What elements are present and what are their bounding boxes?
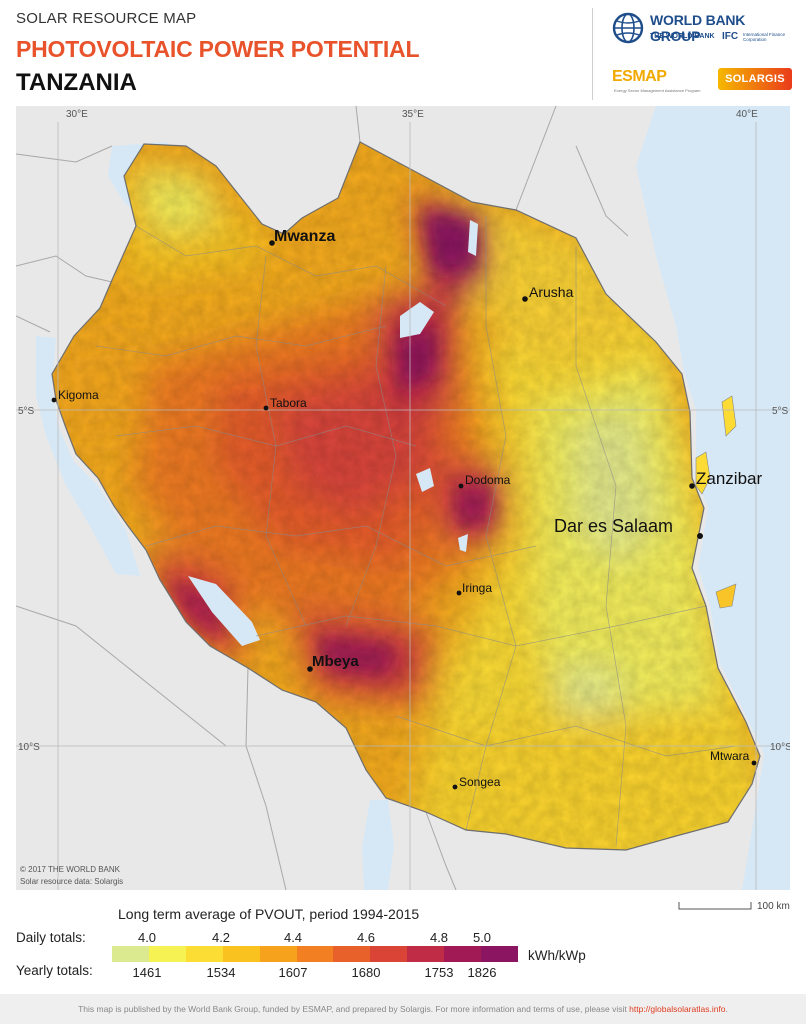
- yearly-tick-2: 1607: [278, 965, 308, 980]
- lon-label-35: 35°E: [402, 109, 424, 120]
- city-mwanza: Mwanza: [269, 228, 335, 246]
- color-swatch-4: [259, 946, 297, 962]
- esmap-logo-subtext: Energy Sector Management Assistance Prog…: [614, 88, 701, 93]
- color-swatch-6: [333, 946, 371, 962]
- legend: Long term average of PVOUT, period 1994-…: [0, 896, 806, 996]
- pvout-map: 30°E 35°E 40°E 5°S 5°S 10°S 10°S Mwanza …: [16, 106, 790, 890]
- svg-text:Zanzibar: Zanzibar: [696, 469, 762, 488]
- svg-text:Mwanza: Mwanza: [274, 228, 335, 245]
- ifc-logo-text: IFC: [722, 31, 739, 42]
- yearly-tick-3: 1680: [351, 965, 381, 980]
- yearly-tick-4: 1753: [424, 965, 454, 980]
- tanzania-border: [51, 141, 761, 851]
- wbg-logo-text: WORLD BANK GROUP: [650, 12, 746, 44]
- esmap-logo: ESMAP: [612, 68, 667, 85]
- daily-tick-5: 5.0: [472, 930, 492, 945]
- header: SOLAR RESOURCE MAP PHOTOVOLTAIC POWER PO…: [0, 0, 806, 106]
- city-kigoma: Kigoma: [51, 388, 99, 403]
- color-swatch-3: [222, 946, 260, 962]
- lake-malawi: [362, 800, 394, 890]
- city-layer: Mwanza Arusha Kigoma Tabora Dodoma Zanzi…: [51, 228, 762, 790]
- legend-unit: kWh/kWp: [528, 948, 586, 963]
- city-zanzibar: Zanzibar: [689, 469, 762, 489]
- attribution: © 2017 THE WORLD BANK Solar resource dat…: [20, 865, 123, 886]
- color-scale-bar: [112, 946, 518, 962]
- world-bank-group-logo: WORLD BANK GROUP THE WORLD BANK IFC Inte…: [612, 12, 792, 52]
- scale-bar: [678, 902, 752, 910]
- indian-ocean: [636, 106, 790, 890]
- color-swatch-8: [407, 946, 445, 962]
- legend-title: Long term average of PVOUT, period 1994-…: [118, 906, 420, 922]
- city-iringa: Iringa: [456, 581, 492, 596]
- svg-text:Songea: Songea: [459, 775, 501, 789]
- city-arusha: Arusha: [522, 284, 574, 302]
- color-swatch-7: [370, 946, 408, 962]
- zanzibar-island: [695, 451, 711, 495]
- city-mtwara: Mtwara: [710, 749, 757, 766]
- wbg-logo-subtext: THE WORLD BANK: [650, 33, 715, 40]
- svg-text:Iringa: Iringa: [462, 581, 492, 595]
- copyright-text: © 2017 THE WORLD BANK: [20, 865, 121, 874]
- svg-text:Kigoma: Kigoma: [58, 388, 99, 402]
- daily-totals-label: Daily totals:: [16, 930, 86, 945]
- lake-tanganyika: [36, 336, 140, 576]
- city-tabora: Tabora: [263, 396, 307, 411]
- lat-label-5-west: 5°S: [18, 406, 35, 417]
- daily-tick-1: 4.2: [211, 930, 231, 945]
- svg-text:Tabora: Tabora: [270, 396, 307, 410]
- scale-bar-label: 100 km: [757, 901, 790, 912]
- yearly-tick-0: 1461: [132, 965, 162, 980]
- daily-tick-3: 4.6: [356, 930, 376, 945]
- color-swatch-0: [112, 946, 149, 962]
- lat-label-5-east: 5°S: [772, 406, 789, 417]
- lat-label-10-east: 10°S: [770, 742, 790, 753]
- lon-label-30: 30°E: [66, 109, 88, 120]
- svg-text:Dar es Salaam: Dar es Salaam: [554, 516, 673, 536]
- pemba-island: [721, 395, 737, 437]
- solargis-logo: SOLARGIS: [718, 68, 792, 90]
- footer-link[interactable]: http://globalsolaratlas.info: [629, 1004, 726, 1014]
- color-swatch-2: [185, 946, 223, 962]
- svg-text:Mtwara: Mtwara: [710, 749, 750, 763]
- ifc-logo-subtext: International Finance Corporation: [743, 32, 786, 42]
- lon-label-40: 40°E: [736, 109, 758, 120]
- city-songea: Songea: [452, 775, 501, 790]
- daily-tick-4: 4.8: [429, 930, 449, 945]
- yearly-tick-1: 1534: [206, 965, 236, 980]
- color-swatch-10: [481, 946, 518, 962]
- daily-tick-2: 4.4: [283, 930, 303, 945]
- city-mbeya: Mbeya: [307, 653, 359, 672]
- footer-text: This map is published by the World Bank …: [78, 1004, 627, 1014]
- map-title: PHOTOVOLTAIC POWER POTENTIAL: [16, 36, 420, 62]
- map-supertitle: SOLAR RESOURCE MAP: [16, 10, 197, 27]
- color-swatch-1: [148, 946, 186, 962]
- city-dodoma: Dodoma: [458, 473, 511, 489]
- data-source-text: Solar resource data: Solargis: [20, 877, 123, 886]
- svg-text:Arusha: Arusha: [529, 284, 574, 300]
- lat-label-10-west: 10°S: [18, 742, 40, 753]
- globe-icon: [612, 12, 644, 44]
- mafia-island: [715, 583, 737, 609]
- country-name: TANZANIA: [16, 69, 137, 96]
- yearly-tick-5: 1826: [467, 965, 497, 980]
- city-dar-es-salaam: Dar es Salaam: [554, 516, 703, 539]
- svg-text:Dodoma: Dodoma: [465, 473, 511, 487]
- neighbor-borders: [16, 106, 629, 890]
- graticule-labels: 30°E 35°E 40°E 5°S 5°S 10°S 10°S: [18, 109, 790, 753]
- daily-tick-0: 4.0: [137, 930, 157, 945]
- header-divider: [592, 8, 593, 100]
- color-swatch-5: [296, 946, 334, 962]
- color-swatch-9: [444, 946, 482, 962]
- footer: This map is published by the World Bank …: [0, 994, 806, 1024]
- yearly-totals-label: Yearly totals:: [16, 963, 93, 978]
- svg-text:Mbeya: Mbeya: [312, 653, 359, 670]
